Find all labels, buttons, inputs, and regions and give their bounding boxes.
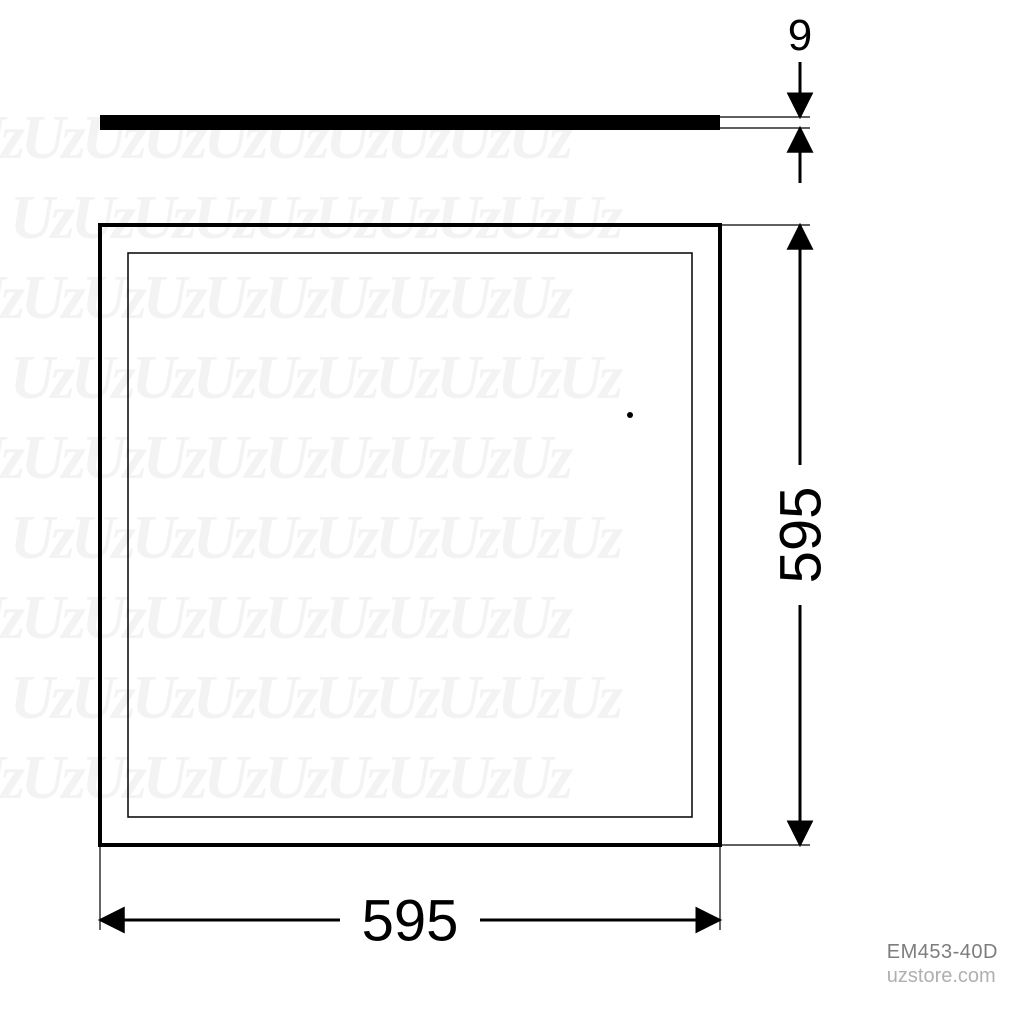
top-profile-bar [100, 115, 720, 130]
width-value: 595 [362, 888, 459, 953]
thickness-value: 9 [788, 11, 812, 60]
dimension-width: 595 [100, 845, 720, 953]
dimension-thickness: 9 [720, 11, 812, 183]
dimension-height: 595 [720, 225, 833, 845]
panel-indicator-dot [627, 412, 633, 418]
panel-inner-frame [128, 253, 692, 817]
front-view [100, 225, 720, 845]
technical-drawing: 9 595 595 [0, 0, 1024, 1024]
height-value: 595 [768, 487, 833, 584]
panel-outer-frame [100, 225, 720, 845]
